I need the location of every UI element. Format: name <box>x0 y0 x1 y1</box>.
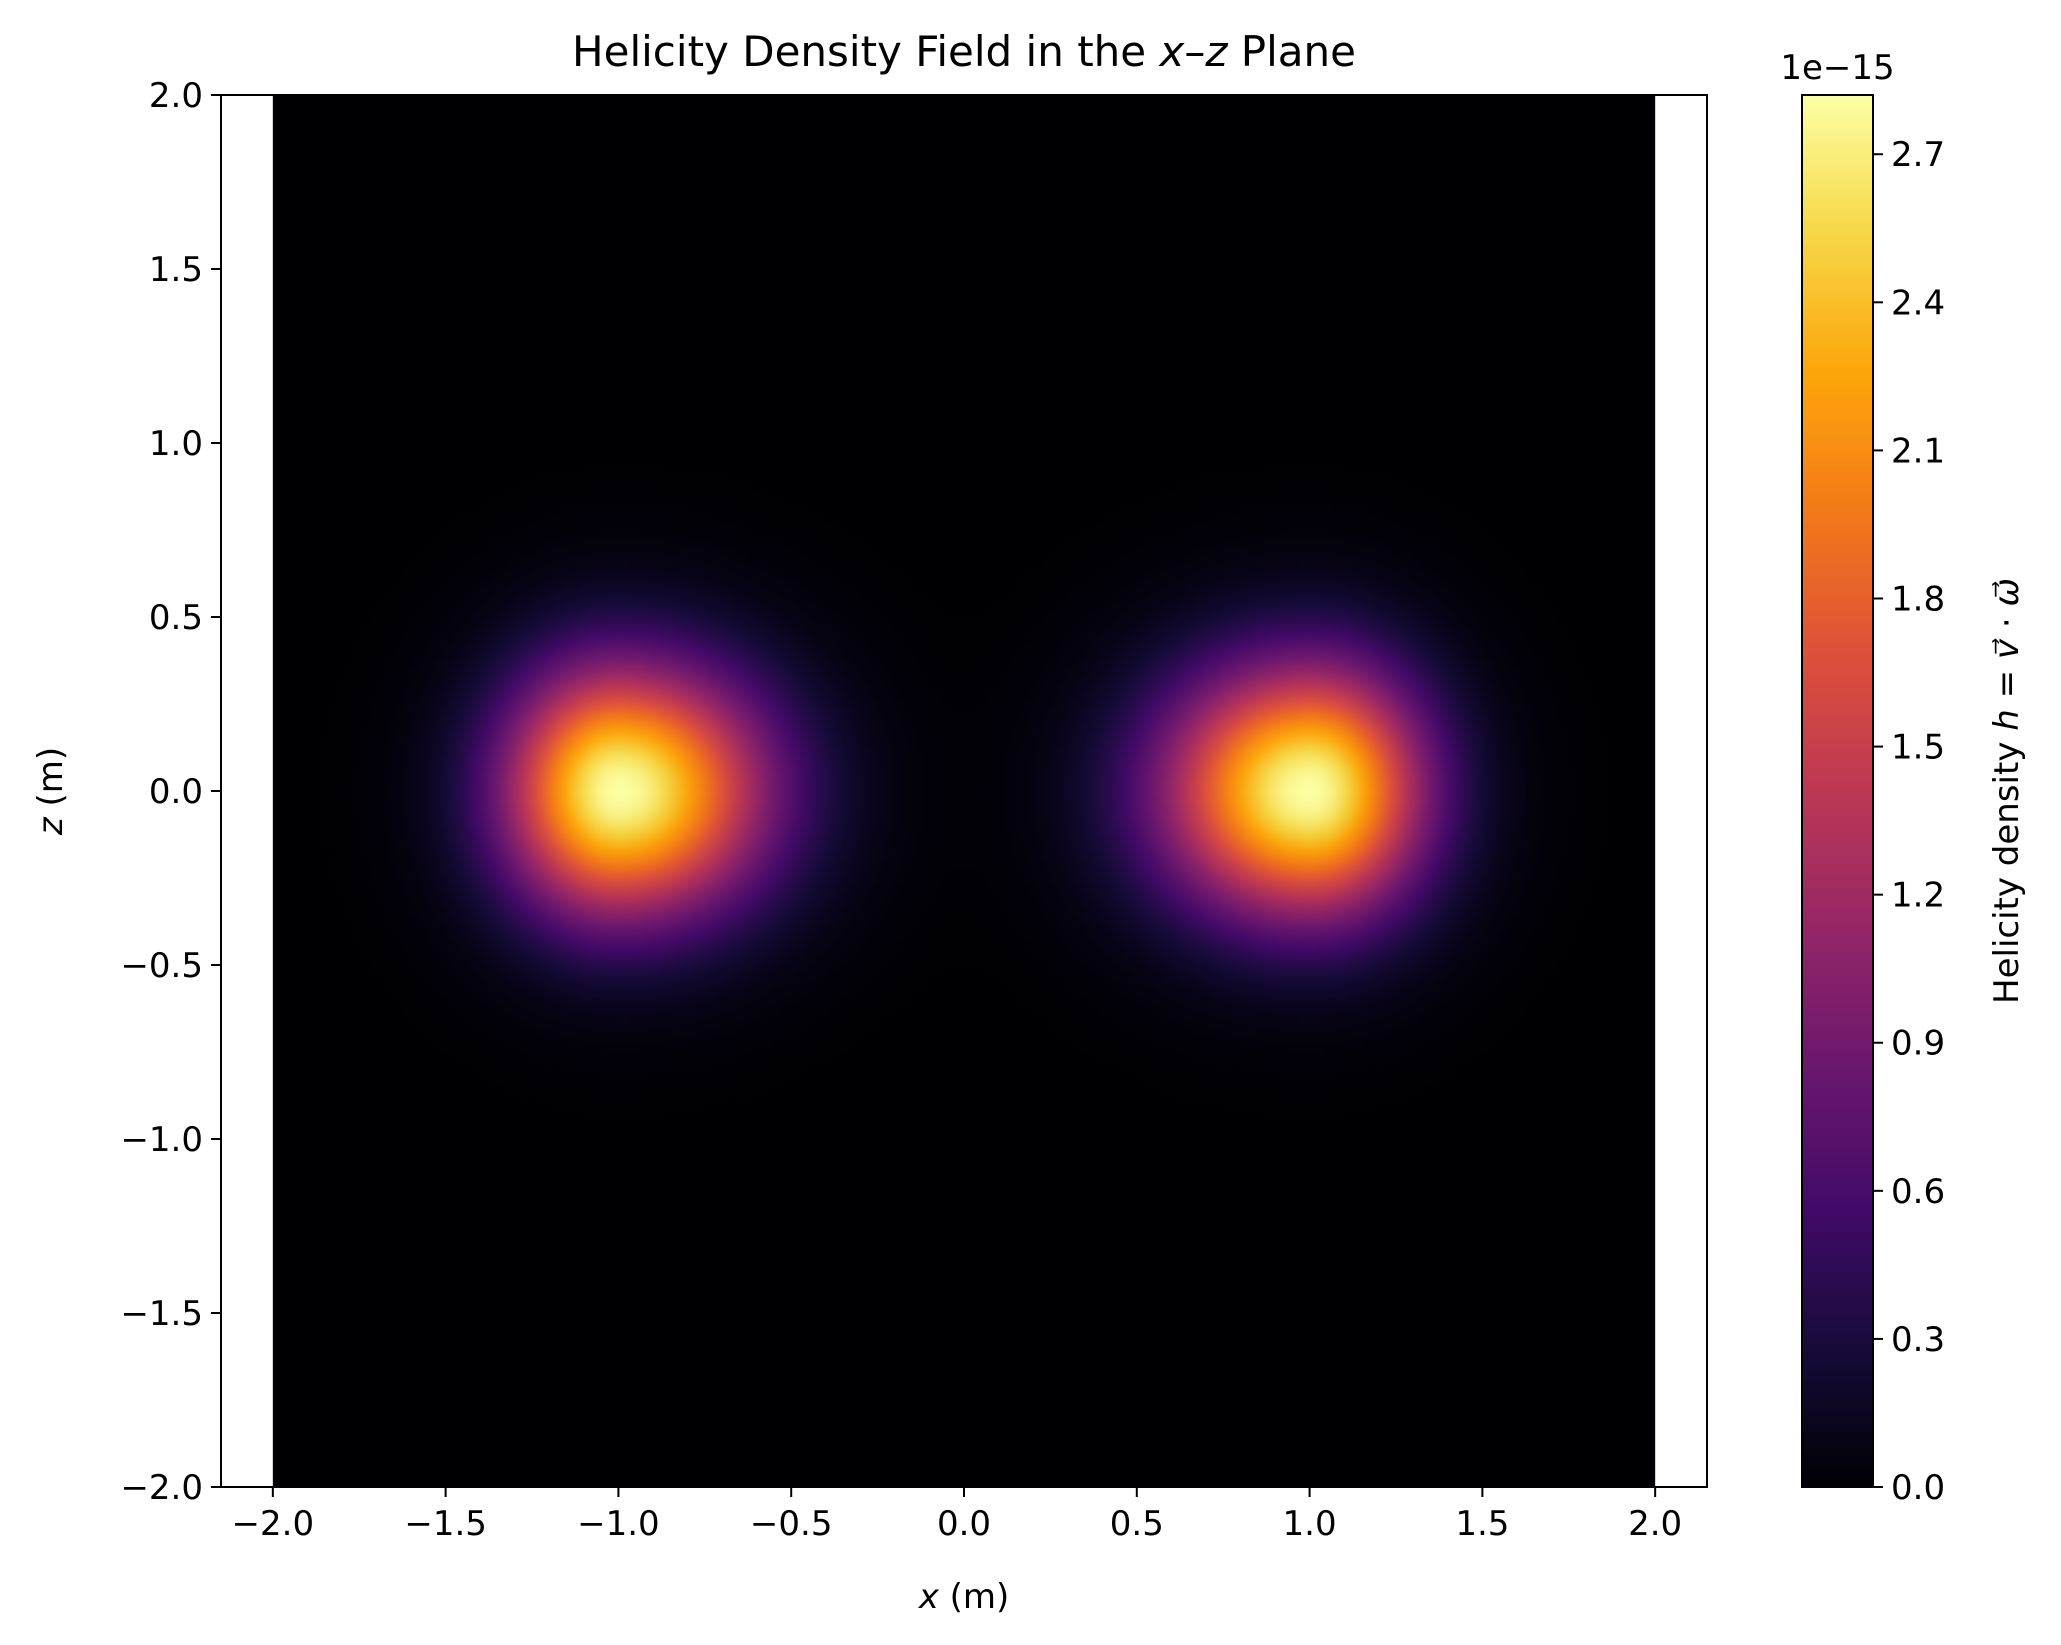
colorbar-tick-label: 2.7 <box>1891 135 1945 175</box>
y-axis: 2.0 1.5 1.0 0.5 0.0 −0.5 −1.0 −1.5 −2.0 <box>120 76 221 1508</box>
chart-title-part: Plane <box>1227 27 1356 76</box>
y-axis-label-part: (m) <box>31 747 71 817</box>
y-axis-label: z (m) <box>31 747 71 836</box>
colorbar-tick-label: 1.5 <box>1891 728 1945 768</box>
colorbar-tick-label: 0.0 <box>1891 1468 1945 1508</box>
y-tick-label: 0.0 <box>149 772 203 812</box>
y-tick-label: 1.5 <box>149 250 203 290</box>
x-tick-label: −2.0 <box>232 1504 315 1544</box>
y-tick-label: 2.0 <box>149 76 203 116</box>
heatmap-image <box>272 95 1656 1487</box>
x-tick-label: 1.0 <box>1283 1504 1337 1544</box>
colorbar-label-part: · <box>1987 607 2027 639</box>
y-tick-label: 1.0 <box>149 424 203 464</box>
colorbar-gradient <box>1801 94 1874 1488</box>
x-axis-label-part: x <box>918 1577 940 1617</box>
colorbar-tick-label: 1.8 <box>1891 579 1945 619</box>
colorbar-label: Helicity density h = v⃗ · ω⃗ <box>1987 578 2027 1004</box>
colorbar-label-part: v⃗ <box>1987 638 2027 659</box>
y-axis-label-part: z <box>31 816 71 836</box>
colorbar-label-part: h <box>1987 709 2027 731</box>
y-tick-label: 0.5 <box>149 598 203 638</box>
y-tick-label: −2.0 <box>120 1468 203 1508</box>
y-tick-label: −1.0 <box>120 1120 203 1160</box>
colorbar-tick-label: 0.6 <box>1891 1172 1945 1212</box>
chart-title-part: Helicity Density Field in the <box>572 27 1159 76</box>
x-tick-label: −1.0 <box>577 1504 660 1544</box>
colorbar-label-part: ω⃗ <box>1987 578 2027 606</box>
chart-title-part: x <box>1157 27 1185 76</box>
x-axis: −2.0 −1.5 −1.0 −0.5 0.0 0.5 1.0 1.5 2.0 <box>232 1487 1682 1544</box>
colorbar-label-part: Helicity density <box>1987 731 2027 1004</box>
colorbar-tick-label: 0.9 <box>1891 1024 1945 1064</box>
colorbar-tick-label: 0.3 <box>1891 1320 1945 1360</box>
colorbar: 0.0 0.3 0.6 0.9 1.2 1.5 1.8 2.1 2.4 2.7 1e−15 Helic… <box>1780 48 2027 1508</box>
x-tick-label: −0.5 <box>750 1504 833 1544</box>
y-tick-label: −0.5 <box>120 946 203 986</box>
x-tick-label: 2.0 <box>1628 1504 1682 1544</box>
x-tick-label: 1.5 <box>1455 1504 1509 1544</box>
x-axis-label: x (m) <box>918 1577 1010 1617</box>
chart-title: Helicity Density Field in the x–z Plane <box>572 27 1356 76</box>
colorbar-offset-text: 1e−15 <box>1780 48 1894 88</box>
x-axis-label-part: (m) <box>939 1577 1009 1617</box>
colorbar-label-part: = <box>1987 659 2027 709</box>
colorbar-tick-label: 2.4 <box>1891 283 1945 323</box>
heatmap <box>272 95 1656 1487</box>
colorbar-tick-label: 2.1 <box>1891 431 1945 471</box>
colorbar-tick-label: 1.2 <box>1891 876 1945 916</box>
chart-title-part: z <box>1204 27 1228 76</box>
y-tick-label: −1.5 <box>120 1294 203 1334</box>
chart-title-part: – <box>1184 27 1205 76</box>
x-tick-label: 0.0 <box>937 1504 991 1544</box>
x-tick-label: 0.5 <box>1110 1504 1164 1544</box>
x-tick-label: −1.5 <box>404 1504 487 1544</box>
